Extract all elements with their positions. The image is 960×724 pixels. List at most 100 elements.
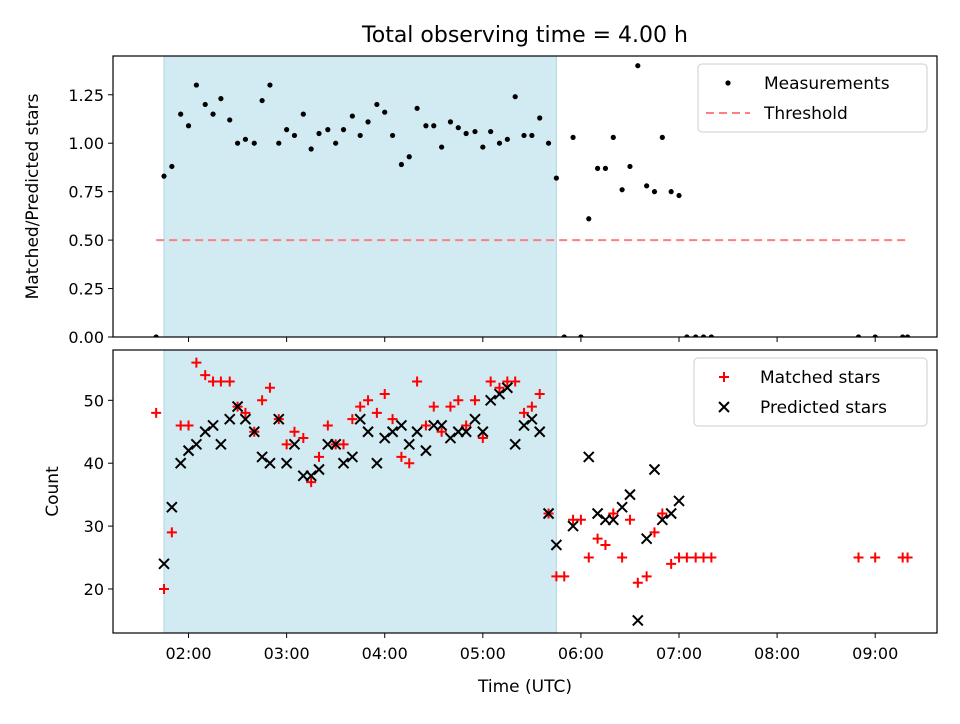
data-point xyxy=(648,463,661,476)
legend-label: Measurements xyxy=(764,74,890,94)
data-point xyxy=(306,477,317,488)
data-point xyxy=(389,132,396,139)
y-tick-label: 1.25 xyxy=(68,86,104,105)
data-point xyxy=(242,136,249,142)
y-axis-label: Matched/Predicted stars xyxy=(23,93,43,299)
data-point xyxy=(178,111,184,117)
data-point xyxy=(240,407,251,418)
x-tick-label: 05:00 xyxy=(460,644,506,663)
data-point xyxy=(273,413,285,425)
data-point xyxy=(501,382,514,394)
data-point xyxy=(534,389,545,400)
data-point xyxy=(485,376,496,387)
data-point xyxy=(619,187,625,193)
data-point xyxy=(281,439,292,450)
x-tick-label: 02:00 xyxy=(165,644,211,663)
shaded-span xyxy=(163,56,557,337)
y-tick-label: 0.00 xyxy=(68,328,104,347)
data-point xyxy=(463,130,469,137)
data-point xyxy=(182,444,195,457)
y-axis-label: Count xyxy=(43,466,63,517)
data-point xyxy=(379,389,390,400)
data-point xyxy=(684,334,690,337)
data-point xyxy=(436,426,447,437)
data-point xyxy=(607,514,619,526)
data-point xyxy=(651,189,658,195)
data-point xyxy=(420,420,431,431)
data-point xyxy=(200,370,211,381)
plot-area xyxy=(151,350,913,633)
data-point xyxy=(624,488,636,501)
data-point xyxy=(526,413,538,425)
data-point xyxy=(284,127,290,133)
data-point xyxy=(447,119,454,125)
figure-title: Total observing time = 4.00 h xyxy=(361,23,688,48)
y-tick-label: 0.25 xyxy=(68,280,104,299)
data-point xyxy=(371,457,383,469)
data-point xyxy=(494,382,505,393)
data-point xyxy=(510,376,521,387)
data-point xyxy=(158,558,170,570)
legend: Matched stars Predicted stars xyxy=(693,357,928,427)
data-point xyxy=(583,451,595,463)
data-point xyxy=(578,334,584,337)
data-point xyxy=(308,146,314,152)
data-point xyxy=(166,501,178,513)
data-point xyxy=(693,334,699,337)
data-point xyxy=(411,426,423,438)
data-point xyxy=(314,451,324,462)
axes-frame xyxy=(112,349,938,634)
data-point xyxy=(461,420,472,431)
data-point xyxy=(550,539,563,551)
data-point xyxy=(420,444,432,457)
data-point xyxy=(529,132,535,139)
data-point xyxy=(673,495,685,507)
legend-marker xyxy=(725,80,731,86)
data-point xyxy=(185,123,192,129)
data-point xyxy=(210,111,216,117)
data-point xyxy=(519,407,530,418)
data-point xyxy=(161,173,167,179)
data-point xyxy=(231,400,244,413)
x-tick-label: 04:00 xyxy=(362,644,408,663)
data-point xyxy=(227,117,233,123)
data-point xyxy=(428,401,439,412)
data-point xyxy=(708,334,714,337)
data-point xyxy=(267,82,273,88)
axes-frame xyxy=(112,55,938,338)
data-point xyxy=(640,532,653,545)
legend-marker xyxy=(718,401,730,413)
data-point xyxy=(575,514,586,525)
plot-area xyxy=(153,56,911,337)
data-point xyxy=(239,413,252,425)
y-tick-label: 0.75 xyxy=(68,183,104,202)
data-point xyxy=(363,395,374,406)
data-point xyxy=(656,514,669,526)
data-point xyxy=(649,527,660,538)
data-point xyxy=(902,552,913,563)
legend-box xyxy=(693,357,928,427)
data-point xyxy=(354,413,366,425)
legend-label: Threshold xyxy=(763,104,848,124)
data-point xyxy=(706,552,717,563)
data-point xyxy=(276,140,282,146)
data-point xyxy=(322,420,333,431)
data-point xyxy=(193,82,199,88)
data-point xyxy=(534,426,546,438)
data-point xyxy=(608,508,619,519)
y-tick-label: 30 xyxy=(84,517,104,536)
legend-box xyxy=(697,63,928,133)
legend-label: Predicted stars xyxy=(760,398,887,418)
data-point xyxy=(666,558,677,569)
data-point xyxy=(174,457,187,469)
data-point xyxy=(570,134,576,140)
data-point xyxy=(362,426,374,438)
data-point xyxy=(169,163,175,170)
data-point xyxy=(382,109,388,115)
data-point xyxy=(665,507,677,520)
data-point xyxy=(365,119,371,125)
data-point xyxy=(855,334,862,337)
data-point xyxy=(559,571,570,582)
data-point xyxy=(423,123,429,129)
data-point xyxy=(346,451,359,463)
